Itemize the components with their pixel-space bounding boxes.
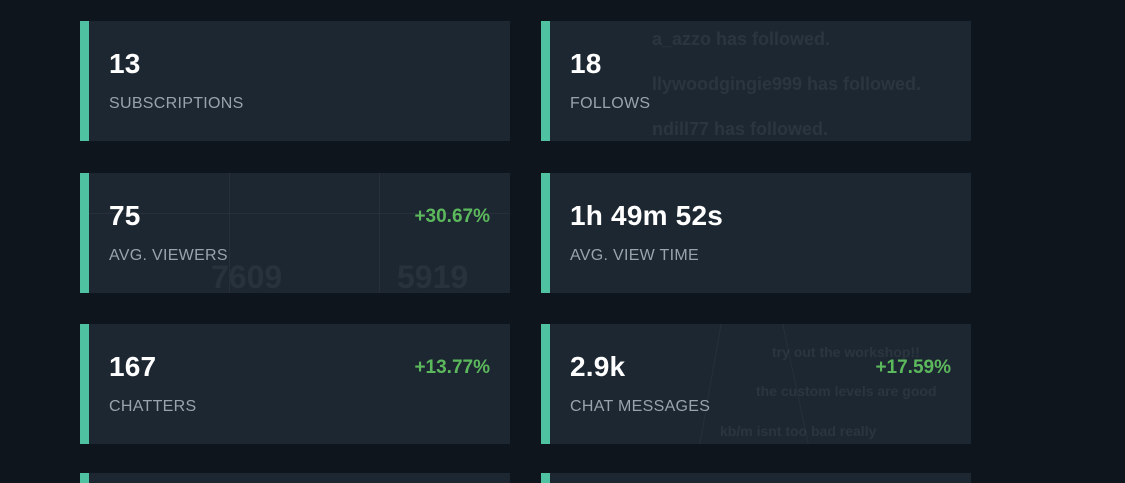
avg-viewers-value: 75 (109, 200, 141, 231)
avg-viewers-delta: +30.67% (414, 206, 490, 227)
chatters-delta: +13.77% (414, 357, 490, 378)
chat-line-bg: the custom levels are good (756, 383, 937, 399)
follows-label: FOLLOWS (570, 95, 651, 112)
follows-value: 18 (570, 48, 602, 79)
follow-feed-item: llywoodgingie999 has followed. (652, 74, 922, 94)
subscriptions-value: 13 (109, 48, 141, 79)
avg-view-time-card: 1h 49m 52s AVG. VIEW TIME (541, 173, 971, 293)
next-card-peek (80, 473, 510, 483)
follow-feed-item: a_azzo has followed. (652, 29, 831, 49)
chat-messages-label: CHAT MESSAGES (570, 398, 711, 415)
follows-card: a_azzo has followed. llywoodgingie999 ha… (541, 21, 971, 141)
chatters-value: 167 (109, 351, 157, 382)
avg-viewers-label: AVG. VIEWERS (109, 247, 228, 264)
avg-view-time-label: AVG. VIEW TIME (570, 247, 699, 264)
chatters-label: CHATTERS (109, 398, 197, 415)
chat-messages-value: 2.9k (570, 351, 626, 382)
next-card-peek (541, 473, 971, 483)
chatters-card: 167 CHATTERS +13.77% (80, 324, 510, 444)
subscriptions-card: 13 SUBSCRIPTIONS (80, 21, 510, 141)
chat-line-bg: kb/m isnt too bad really (720, 423, 877, 439)
chat-messages-delta: +17.59% (875, 357, 951, 378)
avg-view-time-value: 1h 49m 52s (570, 200, 723, 231)
viewer-number-bg: 5919 (397, 259, 469, 293)
avg-viewers-card: 7609 5919 75 AVG. VIEWERS +30.67% (80, 173, 510, 293)
chat-messages-card: try out the workshop!! the custom levels… (541, 324, 971, 444)
subscriptions-label: SUBSCRIPTIONS (109, 95, 244, 112)
follow-feed-item: ndill77 has followed. (652, 119, 829, 139)
